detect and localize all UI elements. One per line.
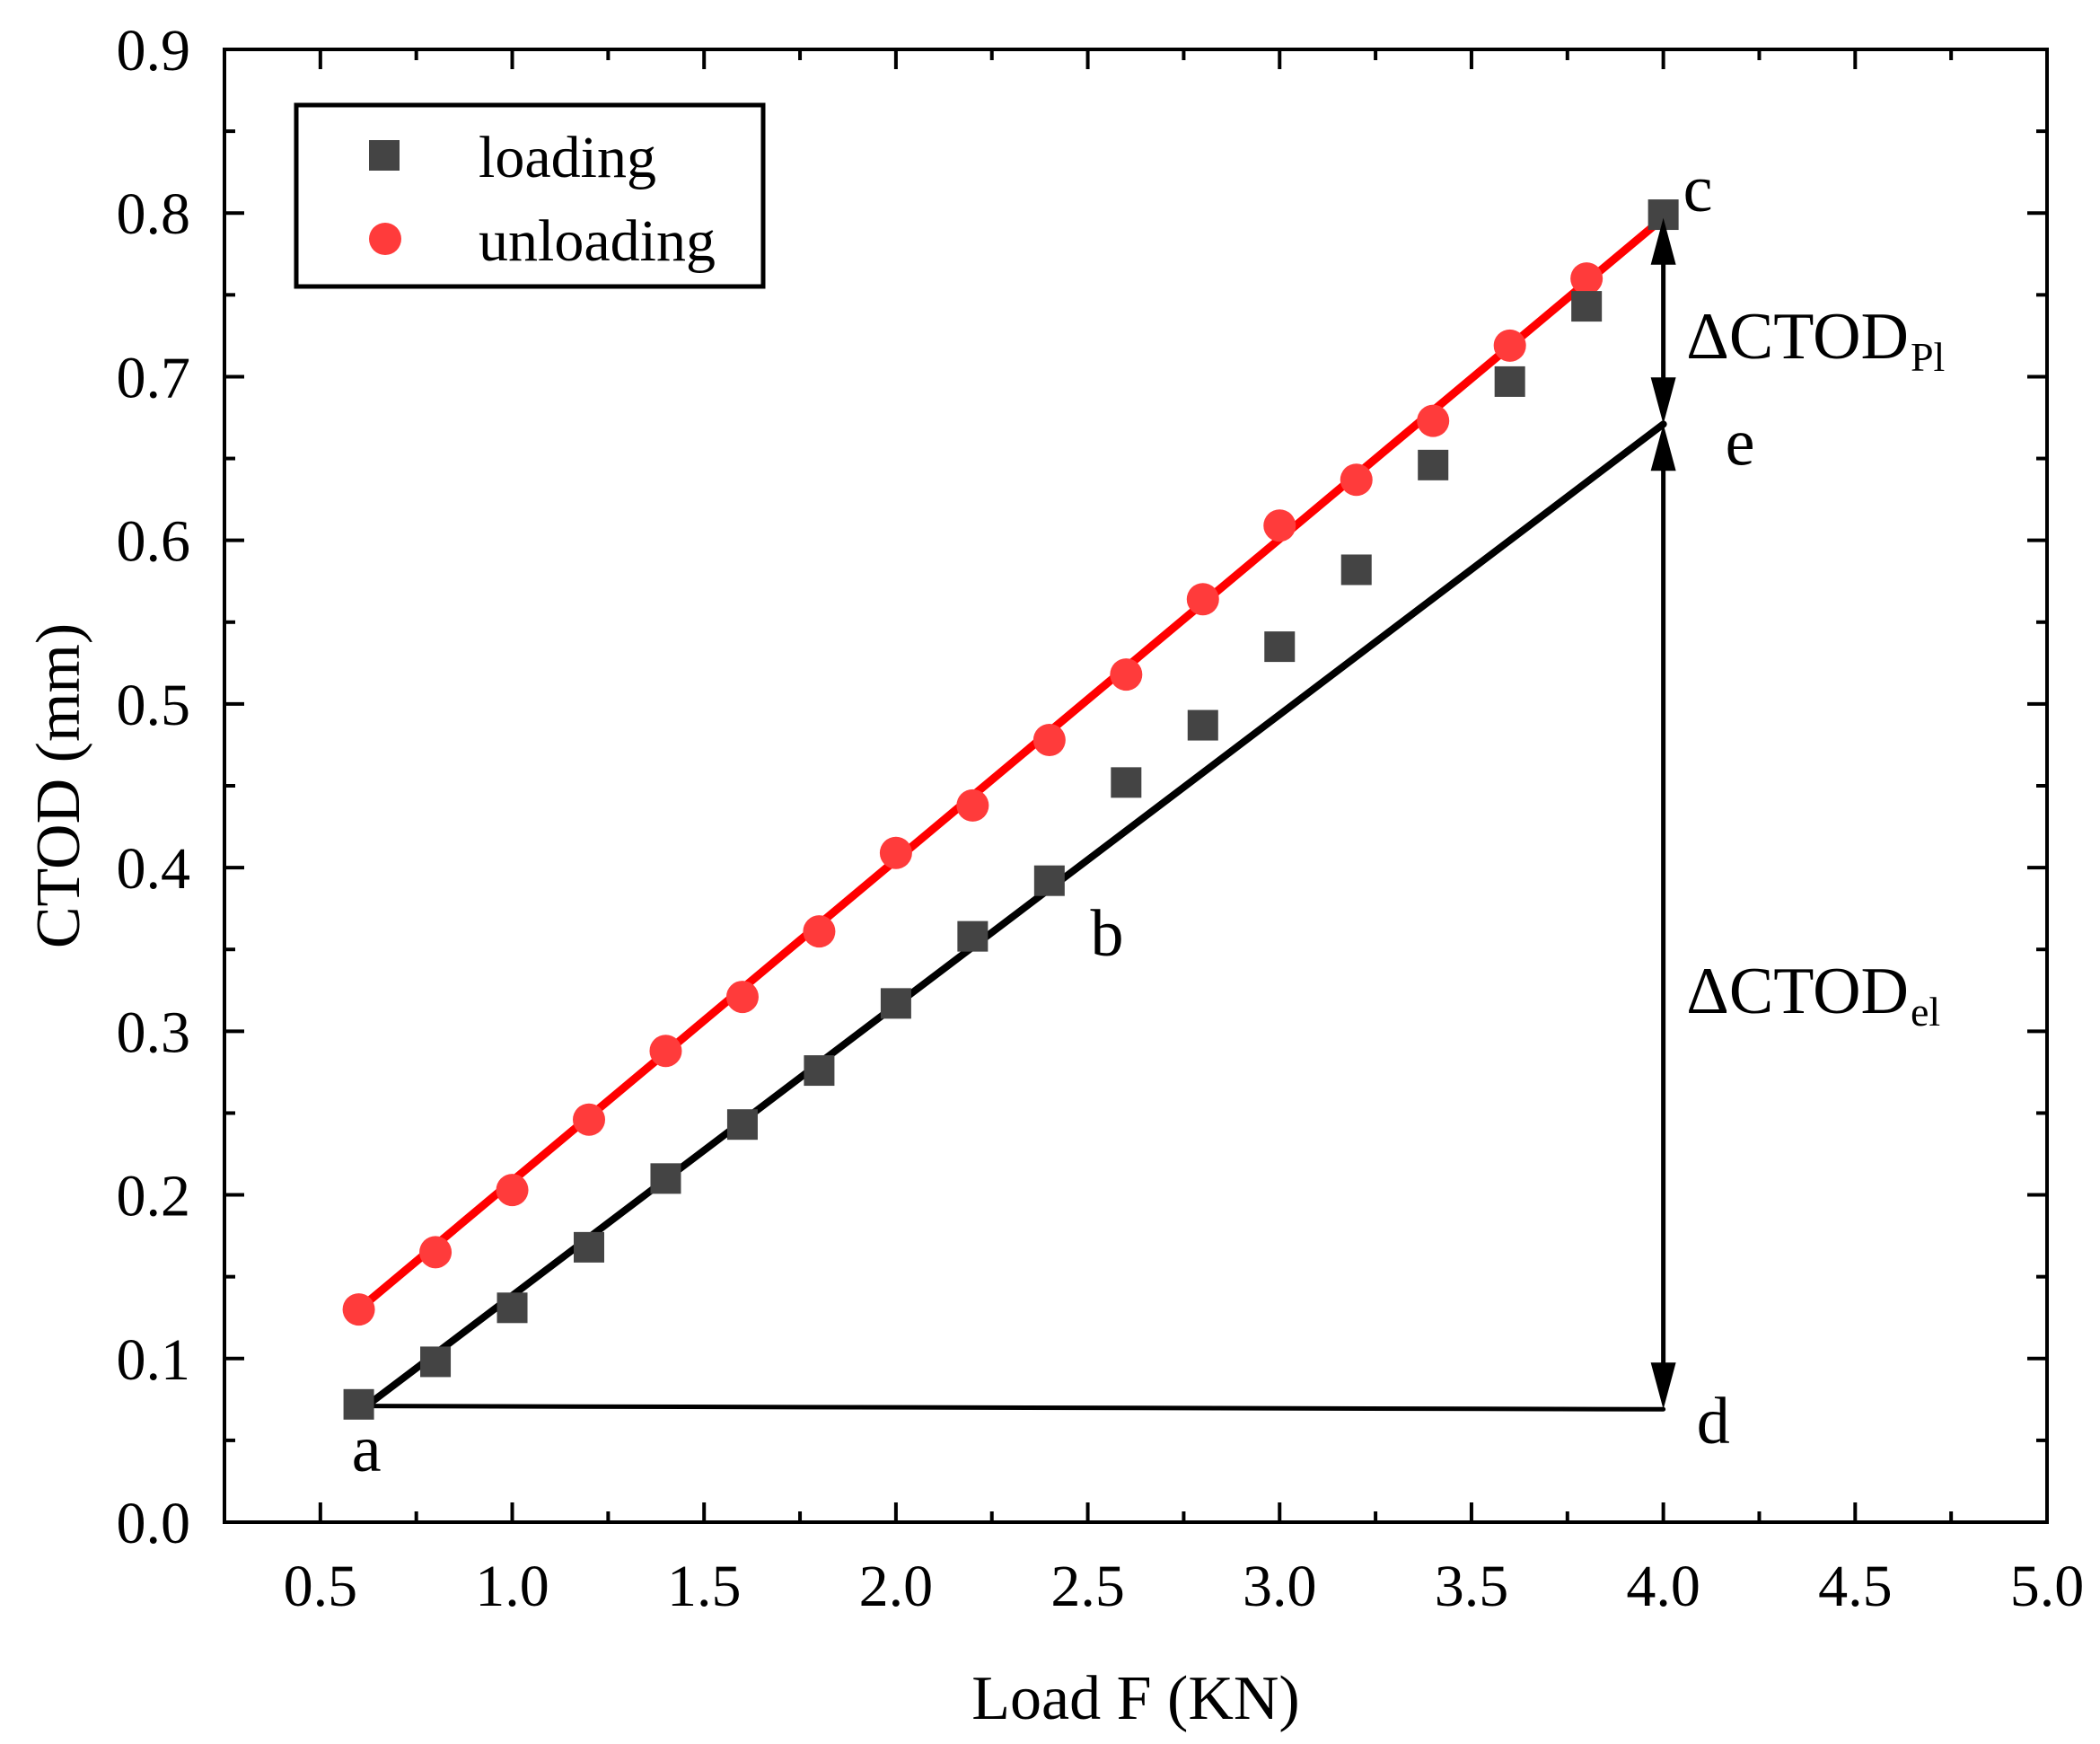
x-tick-label: 3.0 bbox=[1243, 1554, 1317, 1619]
unloading-point bbox=[1186, 583, 1219, 616]
arrows bbox=[1650, 217, 1676, 1410]
unloading-point bbox=[879, 836, 912, 869]
unloading-point bbox=[1493, 329, 1526, 362]
x-tick-label: 0.5 bbox=[284, 1554, 358, 1619]
x-tick-label: 3.5 bbox=[1435, 1554, 1509, 1619]
legend-box bbox=[294, 102, 766, 289]
x-tick-label: 4.0 bbox=[1626, 1554, 1700, 1619]
baseline-line bbox=[364, 1404, 1666, 1412]
loading-point bbox=[804, 1055, 835, 1087]
delta-ctod-el-head-down bbox=[1650, 1362, 1676, 1410]
legend: loading unloading bbox=[294, 102, 766, 289]
unloading-point bbox=[342, 1293, 375, 1326]
axis-ticks: 0.5 1.0 1.5 2.0 2.5 3.0 3.5 4.0 4.5 5.0 0.0 0.1 0.2 0… bbox=[117, 18, 2085, 1619]
legend-label-unloading: unloading bbox=[479, 208, 716, 274]
unloading-point bbox=[649, 1035, 682, 1068]
loading-point bbox=[1571, 291, 1603, 322]
y-tick-label: 0.4 bbox=[117, 836, 191, 902]
point-label-a: a bbox=[352, 1413, 382, 1486]
y-tick-label: 0.1 bbox=[117, 1327, 191, 1393]
legend-label-loading: loading bbox=[479, 125, 656, 190]
point-label-c: c bbox=[1683, 153, 1713, 226]
unloading-point bbox=[1340, 463, 1373, 497]
loading-point bbox=[343, 1388, 374, 1420]
unloading-point bbox=[1032, 723, 1066, 756]
loading-point bbox=[726, 1109, 758, 1141]
loading-point bbox=[496, 1292, 528, 1324]
point-label-e: e bbox=[1726, 406, 1755, 480]
unloading-point bbox=[1570, 262, 1604, 295]
loading-point bbox=[1111, 767, 1142, 798]
loading-point bbox=[1187, 709, 1218, 741]
unloading-point bbox=[1417, 404, 1450, 437]
loading-point bbox=[1418, 449, 1449, 480]
delta-ctod-pl-head-down bbox=[1650, 377, 1676, 425]
loading-point bbox=[1494, 366, 1525, 397]
y-tick-label: 0.2 bbox=[117, 1164, 191, 1229]
legend-marker-loading bbox=[369, 140, 400, 171]
x-tick-label: 1.5 bbox=[667, 1554, 742, 1619]
delta-ctod-pl-head-up bbox=[1650, 217, 1676, 265]
unloading-point bbox=[496, 1174, 529, 1207]
y-tick-label: 0.0 bbox=[117, 1491, 191, 1556]
data-points bbox=[342, 199, 1679, 1420]
loading-point bbox=[1264, 631, 1296, 663]
y-tick-label: 0.5 bbox=[117, 673, 191, 738]
unloading-point bbox=[1110, 658, 1143, 691]
y-tick-label: 0.6 bbox=[117, 509, 191, 575]
unloading-point bbox=[573, 1103, 605, 1136]
delta-ctod-el-head-up bbox=[1650, 424, 1676, 471]
x-tick-label: 4.5 bbox=[1818, 1554, 1893, 1619]
unloading-point bbox=[1263, 509, 1296, 542]
x-tick-label: 1.0 bbox=[475, 1554, 549, 1619]
unloading-point bbox=[725, 981, 759, 1014]
delta-ctod-pl-label-subscript: Pl bbox=[1911, 334, 1945, 380]
delta-ctod-pl-label: ΔCTOD bbox=[1686, 300, 1909, 374]
y-tick-label: 0.8 bbox=[117, 181, 191, 247]
point-label-d: d bbox=[1697, 1385, 1730, 1458]
unloading-point bbox=[419, 1236, 453, 1269]
delta-ctod-el-label: ΔCTOD bbox=[1686, 955, 1909, 1028]
loading-point bbox=[650, 1163, 681, 1194]
loading-point bbox=[880, 988, 911, 1019]
x-tick-label: 2.0 bbox=[859, 1554, 934, 1619]
y-tick-label: 0.3 bbox=[117, 1000, 191, 1065]
legend-marker-unloading bbox=[369, 223, 401, 255]
loading-point bbox=[1033, 865, 1065, 896]
loading-point bbox=[1340, 554, 1372, 586]
x-axis-title: Load F (KN) bbox=[971, 1664, 1299, 1733]
x-tick-label: 5.0 bbox=[2010, 1554, 2085, 1619]
unloading-point bbox=[956, 788, 989, 822]
unloading-point bbox=[803, 915, 836, 948]
loading-point bbox=[420, 1346, 452, 1378]
delta-ctod-el-label-subscript: el bbox=[1911, 989, 1940, 1035]
loading-point bbox=[957, 920, 988, 952]
y-tick-label: 0.9 bbox=[117, 18, 191, 84]
y-tick-label: 0.7 bbox=[117, 345, 191, 410]
y-axis-title: CTOD (mm) bbox=[24, 623, 93, 948]
point-label-b: b bbox=[1090, 897, 1123, 971]
loading-point bbox=[574, 1231, 604, 1263]
x-tick-label: 2.5 bbox=[1050, 1554, 1125, 1619]
